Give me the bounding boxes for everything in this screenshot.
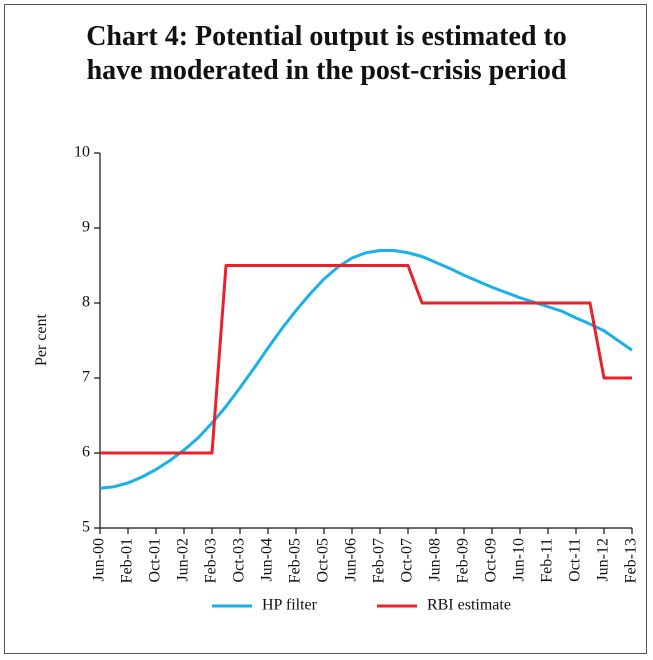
y-axis-label: Per cent	[33, 313, 50, 366]
x-tick-label: Oct-09	[483, 538, 500, 582]
x-tick-label: Jun-06	[343, 538, 360, 582]
y-tick-label: 5	[82, 519, 90, 536]
x-tick-label: Oct-03	[231, 538, 248, 582]
line-series	[100, 264, 632, 455]
legend-label: HP filter	[262, 597, 318, 614]
x-tick-label: Oct-05	[315, 538, 332, 582]
y-tick-label: 6	[82, 444, 90, 461]
x-tick-label: Oct-11	[567, 538, 584, 582]
x-tick-label: Oct-07	[399, 538, 416, 582]
x-tick-label: Feb-13	[623, 538, 640, 583]
chart-frame	[4, 4, 647, 654]
line-series	[99, 249, 633, 490]
x-tick-label: Feb-09	[455, 538, 472, 583]
x-tick-label: Feb-05	[287, 538, 304, 583]
x-tick-label: Feb-07	[371, 538, 388, 583]
x-tick-label: Feb-11	[539, 538, 556, 583]
y-tick-label: 7	[82, 369, 90, 386]
chart-title: Chart 4: Potential output is estimated t…	[86, 21, 567, 86]
y-tick-label: 9	[82, 219, 90, 236]
legend-label: RBI estimate	[427, 597, 511, 614]
x-tick-label: Jun-04	[259, 538, 276, 582]
y-tick-label: 8	[82, 294, 90, 311]
x-tick-label: Feb-03	[203, 538, 220, 583]
x-tick-label: Jun-02	[175, 538, 192, 582]
y-tick-label: 10	[74, 144, 90, 161]
x-tick-label: Jun-12	[595, 538, 612, 582]
x-tick-label: Oct-01	[147, 538, 164, 582]
x-tick-label: Jun-10	[511, 538, 528, 582]
x-tick-label: Jun-08	[427, 538, 444, 582]
x-tick-label: Jun-00	[91, 538, 108, 582]
x-tick-label: Feb-01	[119, 538, 136, 583]
